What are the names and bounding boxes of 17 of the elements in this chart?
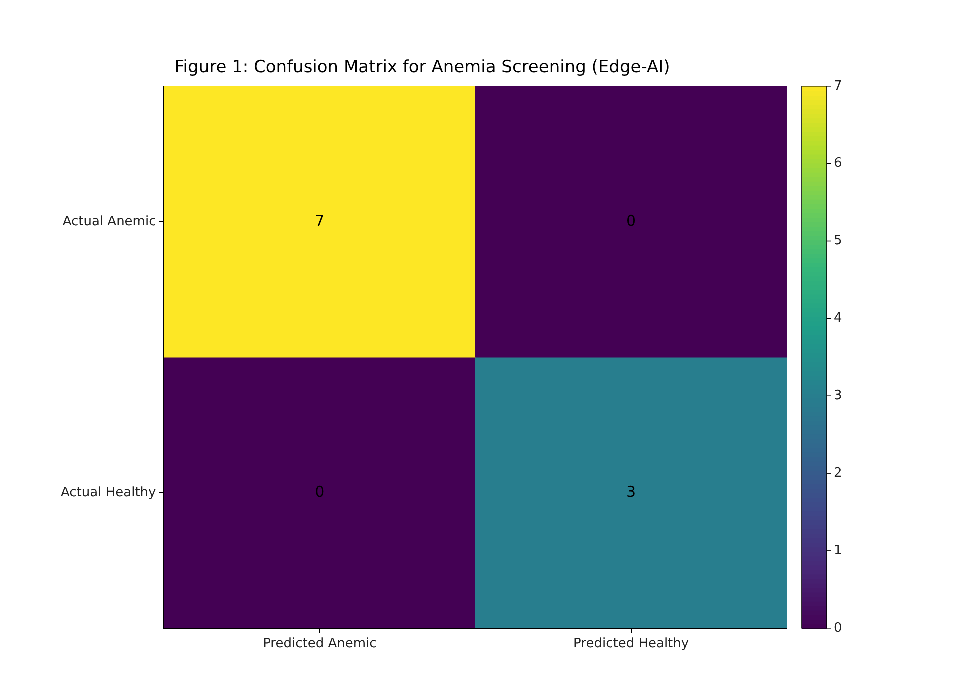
color-bar-label: 2 [834,466,842,481]
data-label: 3 [626,482,636,501]
x-tick-label: Predicted Healthy [574,636,690,652]
color-bar-label: 0 [834,620,842,636]
data-label: 0 [626,212,636,230]
color-bar-label: 5 [834,234,842,249]
color-bar-label: 7 [834,78,842,94]
y-tick-label: Actual Healthy [60,485,157,500]
color-bar-label: 1 [834,543,842,558]
y-tick-label: Actual Anemic [62,214,156,230]
data-label: 7 [315,212,325,230]
color-bar-label: 6 [834,156,842,172]
x-tick-label: Predicted Anemic [263,636,377,652]
chart-title: Figure 1: Confusion Matrix for Anemia Screening (Edge-AI) [174,58,670,78]
data-label: 0 [315,482,325,501]
color-bar-label: 3 [834,388,842,404]
color-bar-label: 4 [834,311,842,326]
